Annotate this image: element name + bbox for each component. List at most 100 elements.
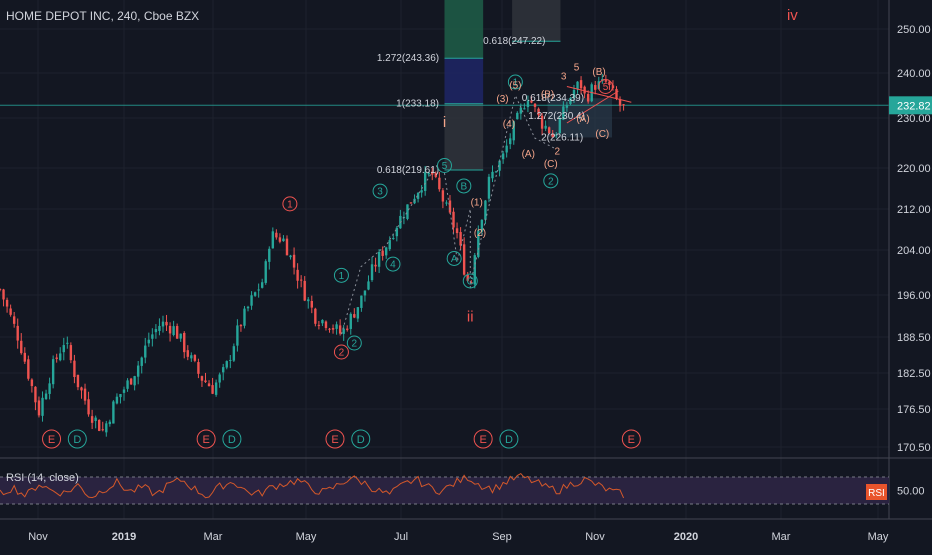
wave-label-circle (346, 335, 362, 351)
dividend-marker[interactable] (351, 429, 371, 449)
fib-label: 1.272(243.36) (377, 53, 439, 64)
candle-body (172, 326, 175, 335)
candle-body (555, 134, 558, 136)
wave-label-circle (507, 74, 523, 90)
candle-body (190, 355, 193, 359)
candle-body (278, 237, 282, 242)
dividend-marker[interactable] (222, 429, 242, 449)
last-price-label: 232.82 (897, 100, 931, 112)
candle-body (452, 211, 455, 228)
earnings-marker[interactable] (325, 429, 345, 449)
candle-body (353, 314, 356, 318)
candle-body (282, 238, 285, 242)
candle-body (377, 251, 381, 267)
fib-label: 2(226.11) (541, 132, 583, 143)
wave-label: (C) (595, 129, 609, 140)
candle-body (94, 417, 97, 421)
candle-body (225, 361, 228, 368)
candle-body (161, 321, 165, 327)
candle-body (236, 325, 239, 346)
candle-body (83, 388, 87, 401)
time-tick-label: May (296, 531, 317, 543)
dividend-marker[interactable] (499, 429, 519, 449)
fib-zone-top (512, 0, 561, 42)
candle-body (547, 127, 551, 134)
candle-body (289, 255, 292, 258)
wave-label: i (443, 114, 446, 131)
time-tick-label: Jul (394, 531, 408, 543)
earnings-marker[interactable] (473, 429, 493, 449)
candle-body (328, 328, 331, 330)
candle-body (438, 177, 441, 190)
time-axis[interactable]: Nov 2019 Mar May Jul Sep Nov 2020 Mar May (28, 531, 889, 543)
candle-body (491, 171, 494, 179)
event-marker-label: D (505, 434, 513, 446)
candle-body (250, 295, 253, 306)
candle-body (487, 176, 491, 199)
fib-label: 0.618(234.39) (522, 93, 584, 104)
earnings-marker[interactable] (42, 429, 62, 449)
candle-body (51, 359, 55, 385)
rsi-band (0, 477, 889, 504)
candle-body (409, 202, 413, 204)
price-axis[interactable]: 250.00 240.00 230.00 220.00 212.00 204.00 196.… (897, 24, 931, 454)
candle-body (296, 269, 299, 281)
candle-body (69, 345, 73, 361)
candle-body (526, 100, 530, 108)
candle-body (395, 227, 399, 237)
candle-body (147, 339, 151, 344)
earnings-marker[interactable] (621, 429, 641, 449)
wave-label: 4 (390, 260, 396, 271)
wave-label: 5 (603, 82, 609, 93)
candle-body (356, 307, 360, 319)
candle-body (222, 367, 225, 373)
wave-label-circle (543, 173, 559, 189)
candle-body (186, 350, 189, 357)
candle-body (179, 333, 182, 339)
candle-body (505, 145, 508, 153)
candle-body (622, 104, 625, 106)
candle-body (299, 279, 303, 281)
triangle-line (566, 86, 632, 103)
candle-body (516, 112, 519, 120)
dividend-marker[interactable] (67, 429, 87, 449)
candle-body (126, 380, 129, 389)
candle-body (165, 321, 168, 326)
candle-body (594, 85, 597, 90)
candle-body (232, 346, 236, 361)
earnings-marker[interactable] (196, 429, 216, 449)
wave-labels: 1221345ABC125iiiiv(1)(2)(3)(4)(5)(A)(B)(… (282, 7, 798, 360)
candle-body (87, 399, 90, 415)
candle-body (271, 231, 275, 249)
wave-label: 1 (513, 78, 519, 89)
candle-body (615, 88, 618, 100)
candle-body (519, 107, 523, 114)
candle-body (321, 319, 324, 324)
wave-label: ii (467, 308, 474, 325)
candle-body (498, 160, 501, 171)
wave-label: (4) (503, 119, 515, 130)
price-tick-label: 182.50 (897, 368, 931, 380)
rsi-pane[interactable]: 50.00 RSI (0, 472, 925, 505)
wave-label-circle (437, 158, 452, 173)
candle-body (608, 81, 611, 86)
candle-body (105, 423, 108, 433)
candle-body (367, 281, 370, 290)
candle-body (572, 89, 576, 99)
candle-body (140, 357, 143, 366)
candle-body (544, 125, 547, 129)
candle-body (537, 108, 540, 116)
candle-body (579, 80, 583, 89)
candle-body (0, 289, 2, 291)
candle-body (59, 353, 62, 361)
candle-body (434, 172, 438, 177)
event-marker-label: D (73, 434, 81, 446)
time-tick-label: 2020 (674, 531, 698, 543)
candle-body (175, 326, 179, 339)
candle-body (466, 274, 469, 281)
candle-body (115, 396, 119, 404)
time-tick-label: Sep (492, 531, 512, 543)
